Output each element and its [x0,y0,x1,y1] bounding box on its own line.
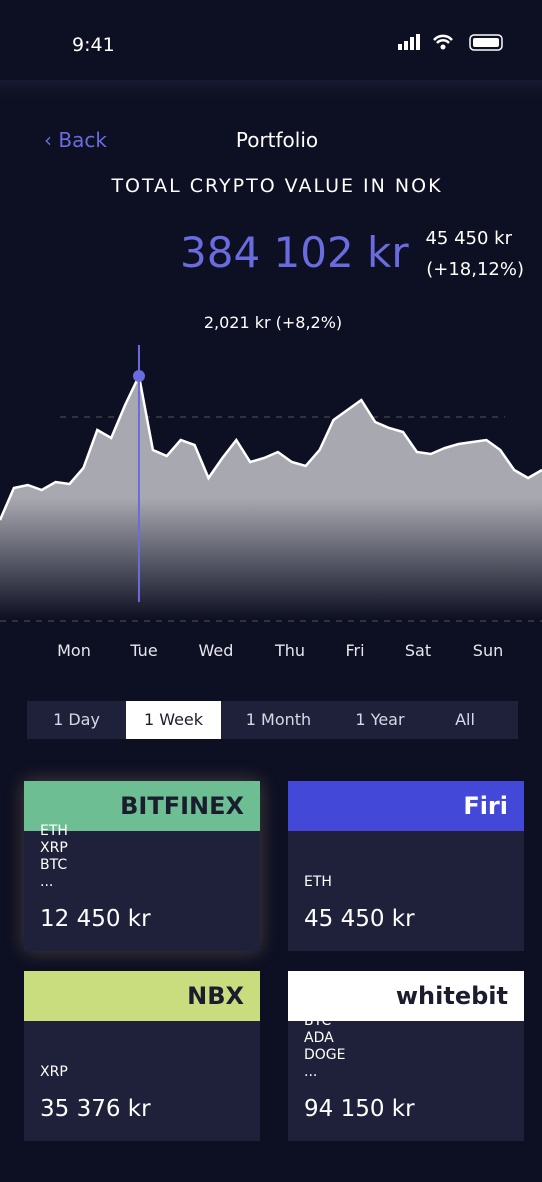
area [0,376,542,620]
coin: ... [304,1064,318,1080]
change-pct: (+18,12%) [426,259,524,280]
day-label: Mon [57,641,91,660]
card-total: 35 376 kr [40,1096,151,1122]
coin: XRP [40,840,68,856]
coin: ETH [304,874,332,890]
tab[interactable]: 1 Week [126,701,221,739]
tab[interactable]: 1 Year [355,710,405,729]
coin: ADA [304,1030,334,1046]
card-header: BITFINEX [24,781,260,831]
card-header: NBX [24,971,260,1021]
day-label: Thu [274,641,305,660]
selected-point [132,370,145,382]
day-label: Sat [405,641,431,660]
coin: ... [40,874,54,890]
card-total: 45 450 kr [304,906,415,932]
back-label[interactable]: Back [58,128,107,152]
day-label: Tue [129,641,157,660]
tab[interactable]: All [455,710,475,729]
summary-title: TOTAL CRYPTO VALUE IN NOK [111,175,443,197]
tab-bar [27,701,518,739]
page-title: Portfolio [235,128,319,152]
back-button[interactable]: ‹ Back [44,128,107,152]
card-header: Firi [288,781,524,831]
time: 9:41 [72,34,115,56]
card-total: 94 150 kr [304,1096,415,1122]
card-header: whitebit [288,971,524,1021]
exchange-card[interactable]: NBX XRP 35 376 kr [24,971,260,1141]
change-value: 45 450 kr [425,228,512,249]
day-label: Sun [473,641,503,660]
chart: Mon Tue Wed Thu Fri Sat Sun [0,345,542,660]
total-value: 384 102 kr [180,228,409,277]
line [0,372,542,521]
tab[interactable]: 1 Month [245,710,312,729]
coin: DOGE [304,1047,346,1063]
exchange-card[interactable]: Firi ETH 45 450 kr [288,781,524,951]
coin: XRP [40,1064,68,1080]
exchange-card[interactable]: BITFINEX ETH XRP BTC... 12 450 kr [24,781,260,951]
day-label: Wed [199,641,234,660]
coin: BTC [40,857,68,873]
coin: ETH [40,823,68,839]
exchange-card[interactable]: whitebit BTC ADA DOGE... 94 150 kr [288,971,524,1141]
tab[interactable]: 1 Day [53,710,100,729]
header-shadow [0,80,542,100]
card-total: 12 450 kr [40,906,151,932]
tooltip: 2,021 kr (+8,2%) [203,313,343,332]
status-icons [398,34,503,51]
day-label: Fri [345,641,364,660]
coin: BTC [304,1013,332,1029]
